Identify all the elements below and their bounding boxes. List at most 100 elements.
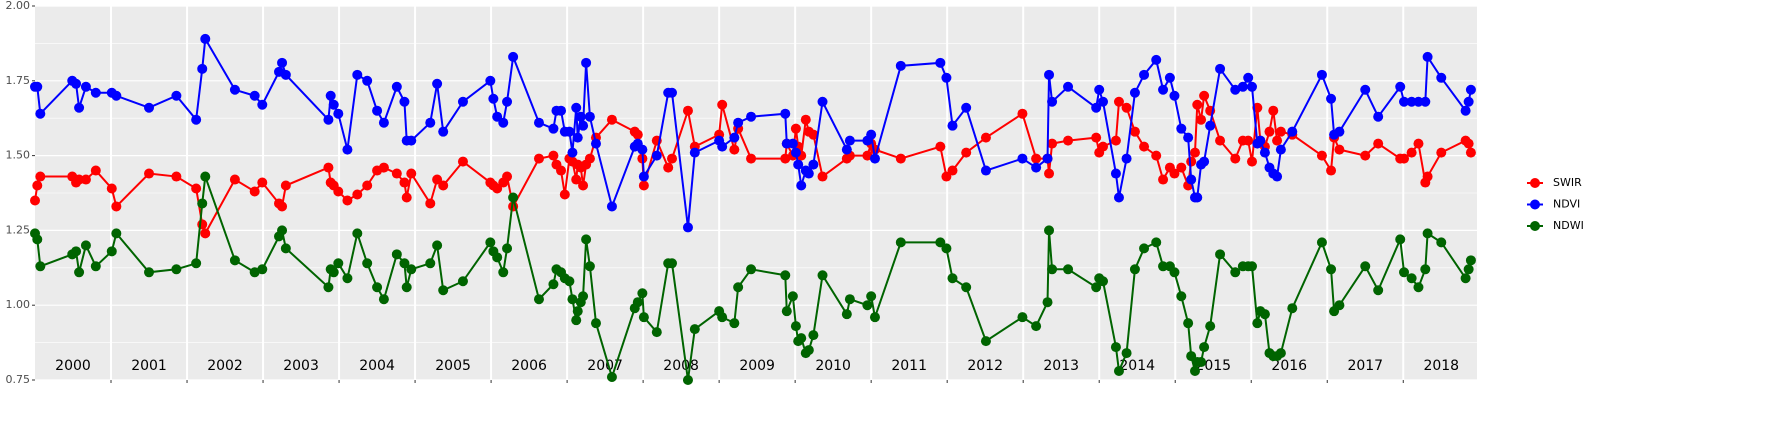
data-point xyxy=(1334,300,1345,311)
data-point xyxy=(571,174,582,185)
data-point xyxy=(399,177,410,188)
data-point xyxy=(488,93,499,104)
data-point xyxy=(1121,153,1132,164)
data-point xyxy=(548,150,559,161)
data-point xyxy=(438,126,449,137)
data-point xyxy=(71,78,82,89)
data-point xyxy=(941,72,952,83)
data-point xyxy=(80,174,91,185)
data-point xyxy=(1094,84,1105,95)
data-point xyxy=(1420,264,1431,275)
data-point xyxy=(1098,96,1109,107)
x-tick-label: 2010 xyxy=(815,358,851,374)
data-point xyxy=(571,102,582,113)
data-point xyxy=(1252,318,1263,329)
x-tick-label: 2003 xyxy=(283,358,319,374)
data-point xyxy=(1436,147,1447,158)
data-point xyxy=(1465,84,1476,95)
data-point xyxy=(90,165,101,176)
data-point xyxy=(1246,261,1257,272)
data-point xyxy=(935,141,946,152)
legend-marker xyxy=(1530,178,1540,188)
data-point xyxy=(1031,153,1042,164)
data-point xyxy=(191,183,202,194)
data-point xyxy=(1176,123,1187,134)
data-point xyxy=(556,165,567,176)
data-point xyxy=(564,276,575,287)
data-point xyxy=(667,153,678,164)
data-point xyxy=(980,132,991,143)
data-point xyxy=(1158,174,1169,185)
data-point xyxy=(1230,84,1241,95)
data-point xyxy=(280,243,291,254)
data-point xyxy=(584,261,595,272)
data-point xyxy=(1169,168,1180,179)
x-tick-label: 2008 xyxy=(663,358,699,374)
data-point xyxy=(947,120,958,131)
data-point xyxy=(1360,150,1371,161)
data-point xyxy=(787,138,798,149)
data-point xyxy=(111,228,122,239)
data-point xyxy=(581,57,592,68)
data-point xyxy=(780,270,791,281)
data-point xyxy=(1017,153,1028,164)
data-point xyxy=(1151,54,1162,65)
data-point xyxy=(1176,291,1187,302)
data-point xyxy=(257,264,268,275)
data-point xyxy=(866,129,877,140)
data-point xyxy=(1129,264,1140,275)
data-point xyxy=(485,75,496,86)
data-point xyxy=(277,57,288,68)
data-point xyxy=(1230,267,1241,278)
x-tick-label: 2014 xyxy=(1119,358,1155,374)
data-point xyxy=(1192,99,1203,110)
data-point xyxy=(1113,366,1124,377)
y-tick-label: 0.75 xyxy=(6,373,31,386)
data-point xyxy=(729,132,740,143)
data-point xyxy=(191,258,202,269)
data-point xyxy=(980,165,991,176)
data-point xyxy=(1316,69,1327,80)
data-point xyxy=(780,153,791,164)
data-point xyxy=(790,123,801,134)
data-point xyxy=(1196,114,1207,125)
data-point xyxy=(533,117,544,128)
data-point xyxy=(1237,81,1248,92)
data-point xyxy=(323,282,334,293)
data-point xyxy=(1422,228,1433,239)
data-point xyxy=(895,153,906,164)
data-point xyxy=(457,156,468,167)
data-point xyxy=(1183,318,1194,329)
data-point xyxy=(1215,135,1226,146)
data-point xyxy=(200,171,211,182)
data-point xyxy=(257,99,268,110)
data-point xyxy=(1264,126,1275,137)
data-point xyxy=(556,105,567,116)
data-point xyxy=(862,150,873,161)
data-point xyxy=(200,228,211,239)
data-point xyxy=(457,96,468,107)
data-point xyxy=(808,159,819,170)
data-point xyxy=(197,63,208,74)
data-point xyxy=(432,78,443,89)
data-point xyxy=(1047,96,1058,107)
y-tick-label: 1.25 xyxy=(6,223,31,236)
data-point xyxy=(406,135,417,146)
data-point xyxy=(378,294,389,305)
data-point xyxy=(790,321,801,332)
data-point xyxy=(1422,171,1433,182)
data-point xyxy=(325,90,336,101)
data-point xyxy=(342,195,353,206)
data-point xyxy=(1110,342,1121,353)
data-point xyxy=(947,273,958,284)
data-point xyxy=(651,327,662,338)
data-point xyxy=(378,162,389,173)
data-point xyxy=(1373,111,1384,122)
data-point xyxy=(1129,87,1140,98)
data-point xyxy=(1110,135,1121,146)
data-point xyxy=(637,288,648,299)
data-point xyxy=(1129,126,1140,137)
data-point xyxy=(1044,69,1055,80)
data-point xyxy=(581,234,592,245)
